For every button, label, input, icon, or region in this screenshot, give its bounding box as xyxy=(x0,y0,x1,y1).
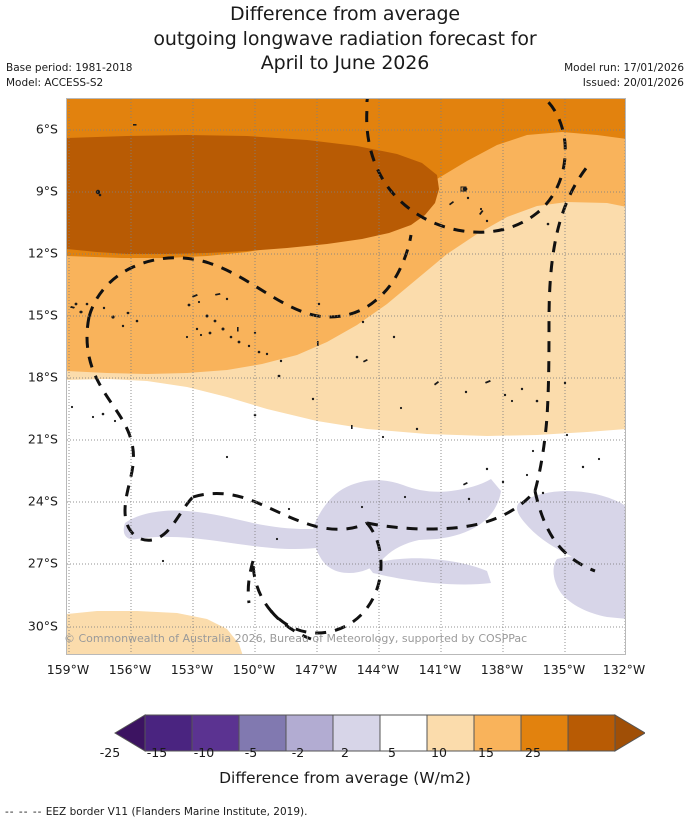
island-markers xyxy=(70,124,601,563)
ytick-label-5: 21°S xyxy=(27,431,58,447)
contour-band-neg5-neg2-west xyxy=(123,509,368,549)
ytick-label-0: 6°S xyxy=(35,121,58,137)
contour-band-neg5-neg2-central xyxy=(312,479,501,573)
colorbar-swatch-5 xyxy=(379,714,428,752)
contour-band-15-25 xyxy=(67,135,439,254)
colorbar-swatch-4 xyxy=(332,714,381,752)
xtick-label-8: 135°W xyxy=(542,662,586,677)
map-contour-layer xyxy=(67,99,625,654)
xtick-label-5: 144°W xyxy=(356,662,400,677)
xtick-label-4: 147°W xyxy=(294,662,338,677)
map-plot-area[interactable] xyxy=(66,98,626,655)
contour-band-neg5-neg2-east xyxy=(517,491,625,569)
colorbar-tick-5: 2 xyxy=(341,745,349,760)
colorbar-tick-7: 10 xyxy=(431,745,447,760)
colorbar-tick-9: 25 xyxy=(525,745,541,760)
footer-note: -- -- -- EEZ border V11 (Flanders Marine… xyxy=(5,806,307,818)
colorbar-swatch-0 xyxy=(144,714,193,752)
ytick-label-4: 18°S xyxy=(27,369,58,385)
ytick-label-2: 12°S xyxy=(27,245,58,261)
page-title: Difference from average outgoing longwav… xyxy=(0,2,690,76)
title-line-1: Difference from average xyxy=(229,3,460,25)
xtick-label-6: 141°W xyxy=(418,662,462,677)
eez-footer-text: EEZ border V11 (Flanders Marine Institut… xyxy=(45,806,308,818)
title-line-2: outgoing longwave radiation forecast for xyxy=(153,27,537,50)
ytick-label-1: 9°S xyxy=(35,183,58,199)
issued-label: Issued: 20/01/2026 xyxy=(582,77,684,89)
xtick-label-0: 159°W xyxy=(46,662,90,677)
metadata-right: Model run: 17/01/2026 Issued: 20/01/2026 xyxy=(564,61,684,91)
colorbar-title: Difference from average (W/m2) xyxy=(219,769,471,787)
contour-band-neg5-neg2-south xyxy=(367,558,491,585)
contour-band-neg5-neg2-southeast xyxy=(553,556,625,619)
colorbar-tick-8: 15 xyxy=(478,745,494,760)
ytick-label-7: 27°S xyxy=(27,555,58,571)
metadata-left: Base period: 1981-2018 Model: ACCESS-S2 xyxy=(6,61,132,91)
eez-dash-sample: -- -- -- xyxy=(5,806,43,818)
xtick-label-7: 138°W xyxy=(480,662,524,677)
colorbar-tick-6: 5 xyxy=(388,745,396,760)
colorbar-tick-0: -25 xyxy=(99,745,121,760)
eez-border-line xyxy=(85,99,596,641)
colorbar-tick-3: -5 xyxy=(244,745,258,760)
colorbar xyxy=(0,710,690,756)
title-line-3: April to June 2026 xyxy=(260,52,430,74)
model-label: Model: ACCESS-S2 xyxy=(6,77,104,89)
colorbar-swatch-9 xyxy=(567,714,616,752)
colorbar-swatch-1 xyxy=(191,714,240,752)
xtick-label-3: 150°W xyxy=(232,662,276,677)
model-run-label: Model run: 17/01/2026 xyxy=(564,62,684,74)
ytick-label-3: 15°S xyxy=(27,307,58,323)
base-period-label: Base period: 1981-2018 xyxy=(6,62,133,74)
contour-band-2-5-southwest xyxy=(67,611,243,654)
colorbar-tick-1: -15 xyxy=(146,745,168,760)
xtick-label-9: 132°W xyxy=(602,662,646,677)
colorbar-tick-2: -10 xyxy=(193,745,215,760)
colorbar-swatch-7 xyxy=(473,714,522,752)
map-credit-text: © Commonwealth of Australia 2026, Bureau… xyxy=(64,632,528,645)
colorbar-swatch-over xyxy=(614,714,645,752)
xtick-label-1: 156°W xyxy=(108,662,152,677)
colorbar-swatch-3 xyxy=(285,714,334,752)
colorbar-swatch-6 xyxy=(426,714,475,752)
ytick-label-6: 24°S xyxy=(27,493,58,509)
xtick-label-2: 153°W xyxy=(170,662,214,677)
colorbar-tick-4: -2 xyxy=(291,745,305,760)
colorbar-svg xyxy=(114,714,645,752)
ytick-label-8: 30°S xyxy=(27,618,58,634)
